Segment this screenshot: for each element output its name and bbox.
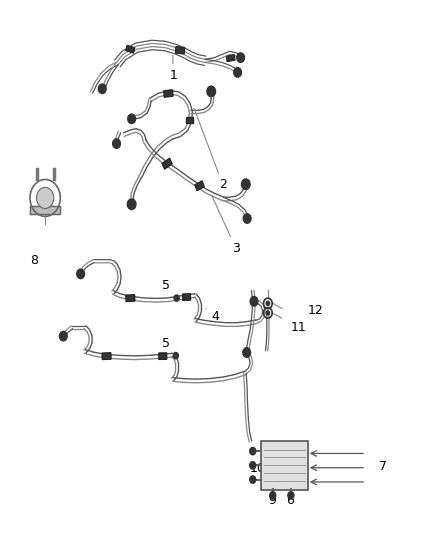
Circle shape xyxy=(234,68,241,77)
Circle shape xyxy=(173,352,178,359)
Text: 5: 5 xyxy=(162,279,175,296)
Circle shape xyxy=(241,179,250,190)
Polygon shape xyxy=(159,353,167,359)
Circle shape xyxy=(128,114,135,124)
Polygon shape xyxy=(30,206,60,214)
Circle shape xyxy=(36,188,54,208)
Text: 7: 7 xyxy=(379,459,387,473)
Polygon shape xyxy=(195,181,204,191)
Polygon shape xyxy=(164,90,173,97)
Circle shape xyxy=(174,295,179,301)
Text: 12: 12 xyxy=(307,304,323,317)
Circle shape xyxy=(207,86,215,96)
Circle shape xyxy=(270,492,276,499)
Polygon shape xyxy=(102,353,111,360)
Polygon shape xyxy=(183,294,191,301)
Circle shape xyxy=(250,296,258,306)
Text: 11: 11 xyxy=(290,321,306,334)
Text: 3: 3 xyxy=(212,195,240,255)
Circle shape xyxy=(266,301,270,305)
Circle shape xyxy=(250,447,256,455)
FancyBboxPatch shape xyxy=(261,441,307,490)
Circle shape xyxy=(113,139,120,148)
Circle shape xyxy=(127,199,136,209)
Circle shape xyxy=(243,348,251,357)
Circle shape xyxy=(288,492,294,499)
Circle shape xyxy=(77,269,85,279)
Text: 5: 5 xyxy=(162,337,176,356)
Polygon shape xyxy=(226,55,235,62)
Circle shape xyxy=(266,311,270,315)
Text: 1: 1 xyxy=(169,55,177,82)
Text: 2: 2 xyxy=(194,108,227,191)
Text: 10: 10 xyxy=(250,462,266,475)
Polygon shape xyxy=(176,46,184,54)
Text: 9: 9 xyxy=(268,494,276,507)
Text: 8: 8 xyxy=(30,254,38,267)
Circle shape xyxy=(243,214,251,223)
Circle shape xyxy=(237,53,244,62)
Polygon shape xyxy=(162,158,172,169)
Polygon shape xyxy=(186,117,194,123)
Text: 6: 6 xyxy=(286,494,294,507)
Circle shape xyxy=(60,332,67,341)
Circle shape xyxy=(250,476,256,483)
Polygon shape xyxy=(126,45,134,53)
Circle shape xyxy=(250,462,256,469)
Circle shape xyxy=(99,84,106,93)
Text: 4: 4 xyxy=(206,309,219,324)
Polygon shape xyxy=(126,295,135,302)
